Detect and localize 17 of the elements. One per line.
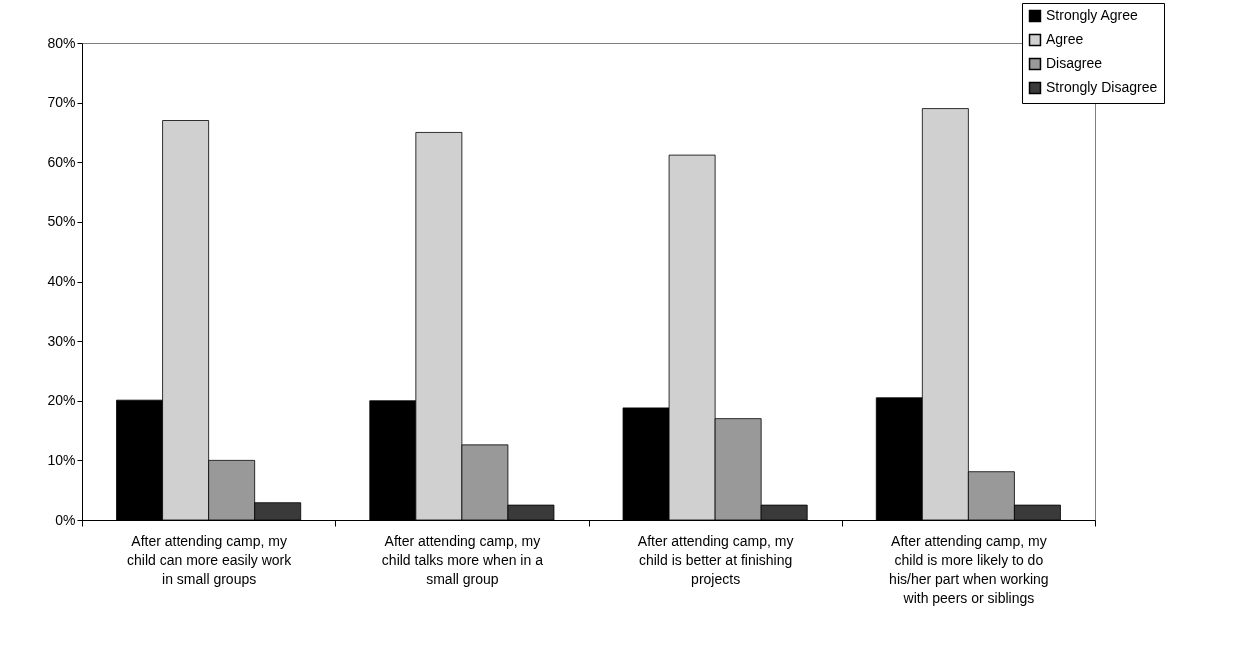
legend-label: Agree <box>1046 31 1084 47</box>
y-tick-label: 50% <box>47 213 76 230</box>
legend-label: Strongly Agree <box>1046 7 1139 23</box>
x-tick-label: After attending camp, my child is better at finishing projects <box>637 532 794 587</box>
y-tick-label: 20% <box>47 392 76 409</box>
y-tick-label: 10% <box>47 451 76 468</box>
x-tick-label: After attending camp, my child can more easily work in small groups <box>127 532 293 587</box>
legend-label: Disagree <box>1046 55 1103 71</box>
y-tick-label: 80% <box>47 34 76 51</box>
x-tick-label: After attending camp, my child is more likely to do his/her part when working with peers or siblings <box>889 532 1049 606</box>
y-tick-label: 40% <box>47 273 76 289</box>
y-tick-label: 0% <box>55 511 76 528</box>
legend-label: Strongly Disagree <box>1046 79 1158 95</box>
x-tick-label: After attending camp, my child talks more when in a small group <box>381 532 544 587</box>
y-tick-label: 60% <box>47 153 76 170</box>
y-tick-label: 30% <box>47 332 76 349</box>
y-tick-label: 70% <box>47 94 76 111</box>
